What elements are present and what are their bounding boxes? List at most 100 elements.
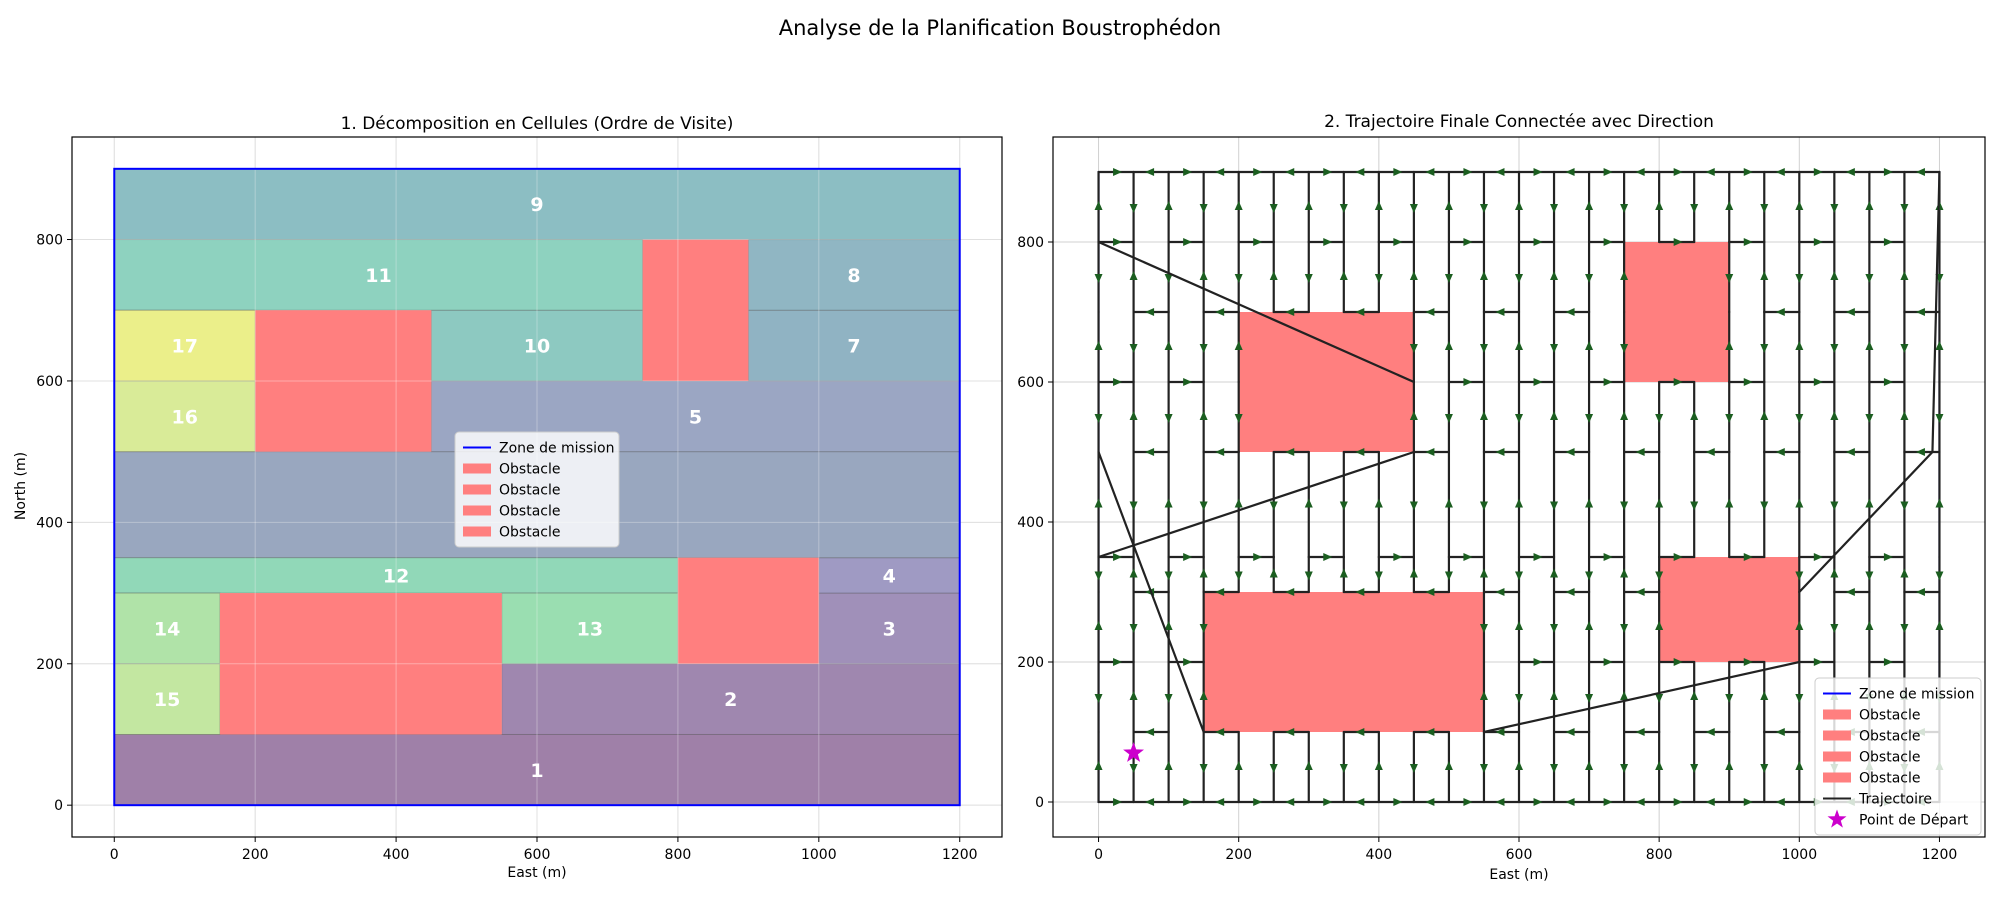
panel-1-title: 1. Décomposition en Cellules (Ordre de V…	[341, 114, 734, 134]
trajectory-direction-arrow	[1620, 691, 1629, 700]
trajectory-direction-arrow	[1285, 588, 1295, 596]
panel-1-x-tick-label: 200	[242, 847, 269, 863]
trajectory-direction-arrow	[1304, 274, 1313, 283]
panel-2-title: 2. Trajectoire Finale Connectée avec Dir…	[1324, 112, 1714, 132]
trajectory-direction-arrow	[1323, 238, 1333, 246]
trajectory-direction-arrow	[1463, 378, 1473, 386]
trajectory-direction-arrow	[1145, 448, 1155, 456]
panel-2-legend-label: Zone de mission	[1859, 687, 1975, 703]
trajectory-direction-arrow	[1760, 344, 1769, 353]
trajectory	[1094, 168, 1944, 806]
panel-2-x-tick-label: 400	[1365, 847, 1392, 863]
trajectory-direction-arrow	[1515, 761, 1523, 770]
cell-decomposition-panel: 1. Décomposition en Cellules (Ordre de V…	[13, 114, 1003, 881]
trajectory-direction-arrow	[1495, 448, 1505, 456]
trajectory-direction-arrow	[1725, 201, 1734, 210]
cell-label: 11	[365, 265, 391, 287]
trajectory-direction-arrow	[1533, 553, 1543, 561]
trajectory-direction-arrow	[1725, 274, 1734, 283]
trajectory-direction-arrow	[1444, 571, 1453, 581]
cell-label: 17	[172, 336, 198, 358]
trajectory-direction-arrow	[1183, 553, 1193, 561]
trajectory-direction-arrow	[1900, 624, 1909, 633]
trajectory-direction-arrow	[1620, 501, 1629, 511]
trajectory-direction-arrow	[1725, 761, 1734, 770]
trajectory-direction-arrow	[1845, 588, 1855, 596]
trajectory-direction-arrow	[1760, 691, 1769, 700]
trajectory-direction-arrow	[1865, 341, 1874, 350]
trajectory-direction-arrow	[1775, 308, 1785, 316]
panel-1-y-tick-label: 0	[54, 798, 63, 814]
trajectory-direction-arrow	[1795, 414, 1804, 423]
trajectory-direction-arrow	[1094, 201, 1103, 210]
panel-2-x-tick-label: 800	[1646, 847, 1673, 863]
trajectory-direction-arrow	[1199, 501, 1208, 511]
trajectory-direction-arrow	[1865, 498, 1874, 508]
cell-label: 15	[154, 689, 180, 711]
trajectory-direction-arrow	[1775, 168, 1785, 176]
trajectory-direction-arrow	[1094, 621, 1103, 630]
panel-2-legend-label: Obstacle	[1859, 771, 1920, 787]
trajectory-direction-arrow	[1199, 411, 1208, 420]
trajectory-direction-arrow	[1444, 761, 1453, 770]
trajectory-direction-arrow	[1655, 414, 1664, 423]
panel-1-obstacle	[677, 557, 819, 664]
trajectory-direction-arrow	[1234, 498, 1243, 508]
trajectory-direction-arrow	[1795, 571, 1804, 581]
trajectory-direction-arrow	[1164, 761, 1173, 770]
trajectory-direction-arrow	[1900, 568, 1909, 578]
trajectory-direction-arrow	[1515, 571, 1523, 581]
panel-1-legend-box	[454, 431, 620, 548]
trajectory-direction-arrow	[1690, 764, 1699, 773]
trajectory-direction-arrow	[1915, 168, 1925, 176]
trajectory-transition	[1931, 170, 1941, 454]
cell-label: 14	[154, 618, 180, 640]
panel-1-y-tick-label: 600	[36, 374, 63, 390]
trajectory-direction-arrow	[1883, 238, 1893, 246]
trajectory-direction-arrow	[1285, 798, 1295, 806]
trajectory-direction-arrow	[1164, 571, 1173, 581]
trajectory-direction-arrow	[1425, 798, 1435, 806]
cell-label: 7	[847, 336, 860, 358]
trajectory-direction-arrow	[1215, 308, 1225, 316]
trajectory-direction-arrow	[1830, 568, 1839, 578]
trajectory-direction-arrow	[1393, 798, 1403, 806]
trajectory-direction-arrow	[1743, 553, 1753, 561]
trajectory-direction-arrow	[1603, 378, 1613, 386]
panel-1-x-tick-label: 800	[665, 847, 692, 863]
panel-1-y-tick-label: 200	[36, 657, 63, 673]
panel-1-legend-patch-swatch	[463, 463, 491, 474]
trajectory-panel: 2. Trajectoire Finale Connectée avec Dir…	[1017, 112, 1986, 883]
trajectory-direction-arrow	[1620, 271, 1629, 280]
panel-2-legend-label: Obstacle	[1859, 729, 1920, 745]
trajectory-direction-arrow	[1620, 344, 1629, 353]
trajectory-direction-arrow	[1409, 204, 1418, 213]
trajectory-direction-arrow	[1550, 344, 1559, 353]
trajectory-direction-arrow	[1479, 568, 1488, 578]
trajectory-direction-arrow	[1813, 168, 1823, 176]
trajectory-direction-arrow	[1425, 168, 1435, 176]
trajectory-direction-arrow	[1585, 201, 1594, 210]
trajectory-direction-arrow	[1515, 274, 1523, 283]
trajectory-direction-arrow	[1655, 498, 1664, 508]
trajectory-direction-arrow	[1655, 761, 1664, 770]
trajectory-direction-arrow	[1234, 274, 1243, 283]
trajectory-direction-arrow	[1900, 344, 1909, 353]
trajectory-direction-arrow	[1725, 414, 1734, 423]
cell-17	[113, 309, 256, 382]
panel-1-axes-frame	[71, 136, 1003, 838]
cell-label: 4	[883, 565, 896, 587]
trajectory-direction-arrow	[1269, 204, 1278, 213]
panel-1-x-tick-label: 600	[524, 847, 551, 863]
trajectory-direction-arrow	[1164, 274, 1173, 283]
trajectory-direction-arrow	[1113, 553, 1123, 561]
trajectory-direction-arrow	[1355, 588, 1365, 596]
panel-2-legend-label: Trajectoire	[1858, 792, 1932, 808]
trajectory-direction-arrow	[1915, 588, 1925, 596]
trajectory-direction-arrow	[1495, 308, 1505, 316]
panel-1-y-tick-label: 400	[36, 515, 63, 531]
trajectory-direction-arrow	[1760, 411, 1769, 420]
trajectory-direction-arrow	[1585, 761, 1594, 770]
panel-2-obstacle	[1238, 312, 1414, 452]
panel-2-x-tick-label: 200	[1225, 847, 1252, 863]
